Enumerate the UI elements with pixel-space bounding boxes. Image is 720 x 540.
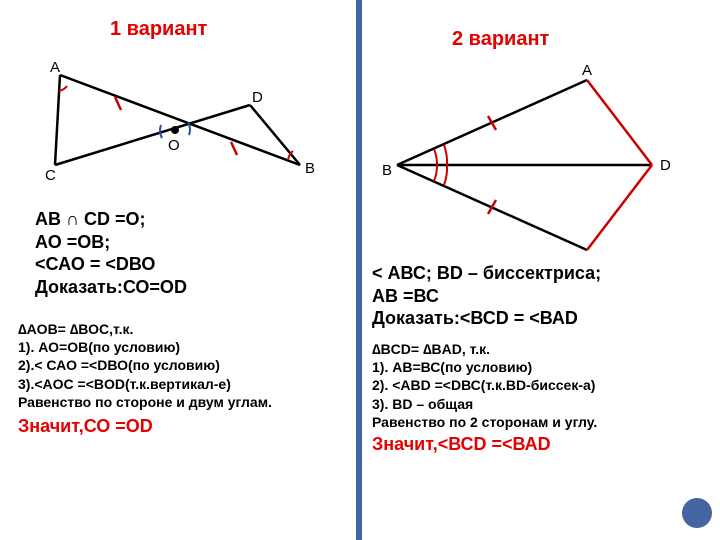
given-line: Доказать:СО=ОD	[35, 276, 345, 299]
proof-line: 1). АО=ОВ(по условию)	[18, 338, 348, 356]
proof-line: 2).< САО =<DВО(по условию)	[18, 356, 348, 374]
proof-line: 3). ВD – общая	[372, 395, 717, 413]
left-column: 1 вариант A B C D O	[0, 0, 356, 540]
label-O: O	[168, 137, 180, 154]
decorative-dot	[682, 498, 712, 528]
label-B: B	[305, 160, 315, 177]
given-line: АО =ОВ;	[35, 231, 345, 254]
label-D: D	[252, 89, 263, 106]
given-block-1: АВ ∩ СD =О; АО =ОВ; <САО = <DВО Доказать…	[35, 208, 345, 298]
page-root: 1 вариант A B C D O	[0, 0, 720, 540]
given-block-2: < АВС; ВD – биссектриса; АВ =ВС Доказать…	[372, 262, 717, 330]
title-variant-1: 1 вариант	[110, 18, 207, 41]
proof-line: ∆BCD= ∆BAD, т.к.	[372, 340, 717, 358]
label-D: D	[660, 157, 671, 174]
proof-conclusion: Значит,<ВСD =<ВАD	[372, 433, 717, 456]
label-A: A	[582, 62, 592, 79]
proof-block-1: ∆АOВ= ∆ВОС,т.к. 1). АО=ОВ(по условию) 2)…	[18, 320, 348, 438]
label-C: C	[45, 167, 56, 184]
label-B: B	[382, 162, 392, 179]
proof-line: Равенство по стороне и двум углам.	[18, 393, 348, 411]
proof-line: 3).<AOC =<BOD(т.к.вертикал-е)	[18, 375, 348, 393]
given-line: Доказать:<ВСD = <ВАD	[372, 307, 717, 330]
given-line: <САО = <DВО	[35, 253, 345, 276]
proof-line: 1). АВ=ВС(по условию)	[372, 358, 717, 376]
label-A: A	[50, 59, 60, 76]
proof-line: Равенство по 2 сторонам и углу.	[372, 413, 717, 431]
title-variant-2: 2 вариант	[452, 28, 549, 51]
proof-line: 2). <АВD =<DВС(т.к.ВD-биссек-а)	[372, 376, 717, 394]
proof-block-2: ∆BCD= ∆BAD, т.к. 1). АВ=ВС(по условию) 2…	[372, 340, 717, 456]
label-C: C	[582, 252, 593, 255]
diagram-1: A B C D O	[20, 50, 330, 200]
proof-line: ∆АOВ= ∆ВОС,т.к.	[18, 320, 348, 338]
given-line: АВ =ВС	[372, 285, 717, 308]
right-column: 2 вариант A B C D < АВС; ВD – биссектрис…	[362, 0, 720, 540]
diagram-2: A B C D	[372, 55, 712, 255]
given-line: < АВС; ВD – биссектриса;	[372, 262, 717, 285]
proof-conclusion: Значит,СО =ОD	[18, 415, 348, 438]
given-line: АВ ∩ СD =О;	[35, 208, 345, 231]
